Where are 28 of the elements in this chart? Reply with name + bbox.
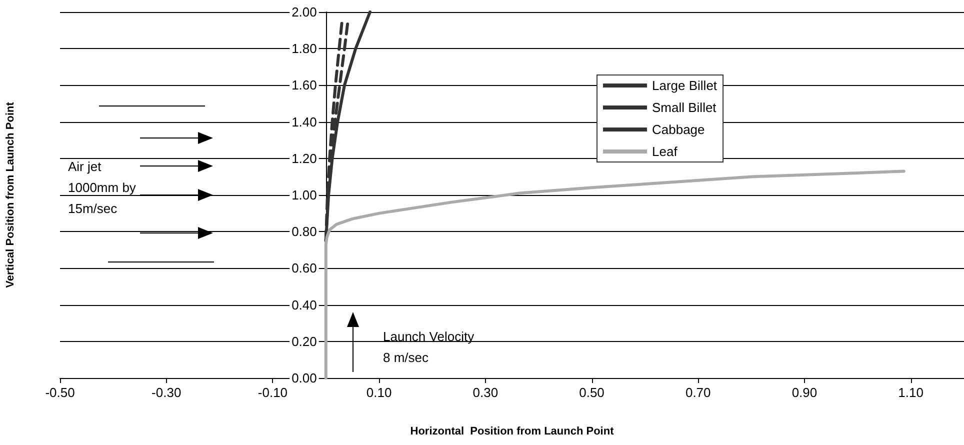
legend-label: Large Billet [652, 78, 718, 93]
x-tick-label: 0.90 [792, 385, 818, 400]
x-tick-label: 0.70 [685, 385, 711, 400]
y-tick-label: 1.00 [292, 188, 317, 202]
legend-label: Leaf [652, 144, 678, 159]
y-tick-label: 2.00 [292, 4, 317, 20]
y-tick-label: 1.20 [292, 150, 317, 166]
y-tick-label: 0.80 [292, 224, 317, 240]
y-tick-label: 1.40 [292, 114, 317, 130]
x-tick-label: 1.10 [898, 385, 924, 400]
y-tick-label: 0.00 [292, 370, 317, 386]
x-tick-label: -0.10 [258, 385, 288, 400]
x-tick-label: -0.30 [152, 385, 182, 400]
annotation: Air jet 1000mm by 15m/sec [68, 159, 136, 216]
y-tick-label: 1.80 [292, 41, 317, 56]
x-tick-label: -0.50 [45, 385, 75, 400]
y-tick-label: 1.60 [292, 78, 317, 93]
legend-label: Cabbage [652, 122, 705, 137]
y-tick-label: 0.20 [292, 334, 317, 349]
y-axis-title: Vertical Position from Launch Point [4, 102, 16, 288]
annotation: Launch Velocity 8 m/sec [383, 329, 475, 365]
y-tick-label: 0.60 [292, 260, 317, 276]
legend-label: Small Billet [652, 100, 717, 115]
x-tick-label: 0.30 [472, 385, 498, 400]
x-axis-title: Horizontal Position from Launch Point [410, 426, 614, 438]
x-tick-label: 0.50 [579, 385, 604, 400]
x-tick-label: 0.10 [366, 385, 392, 400]
y-tick-label: 0.40 [292, 297, 317, 312]
